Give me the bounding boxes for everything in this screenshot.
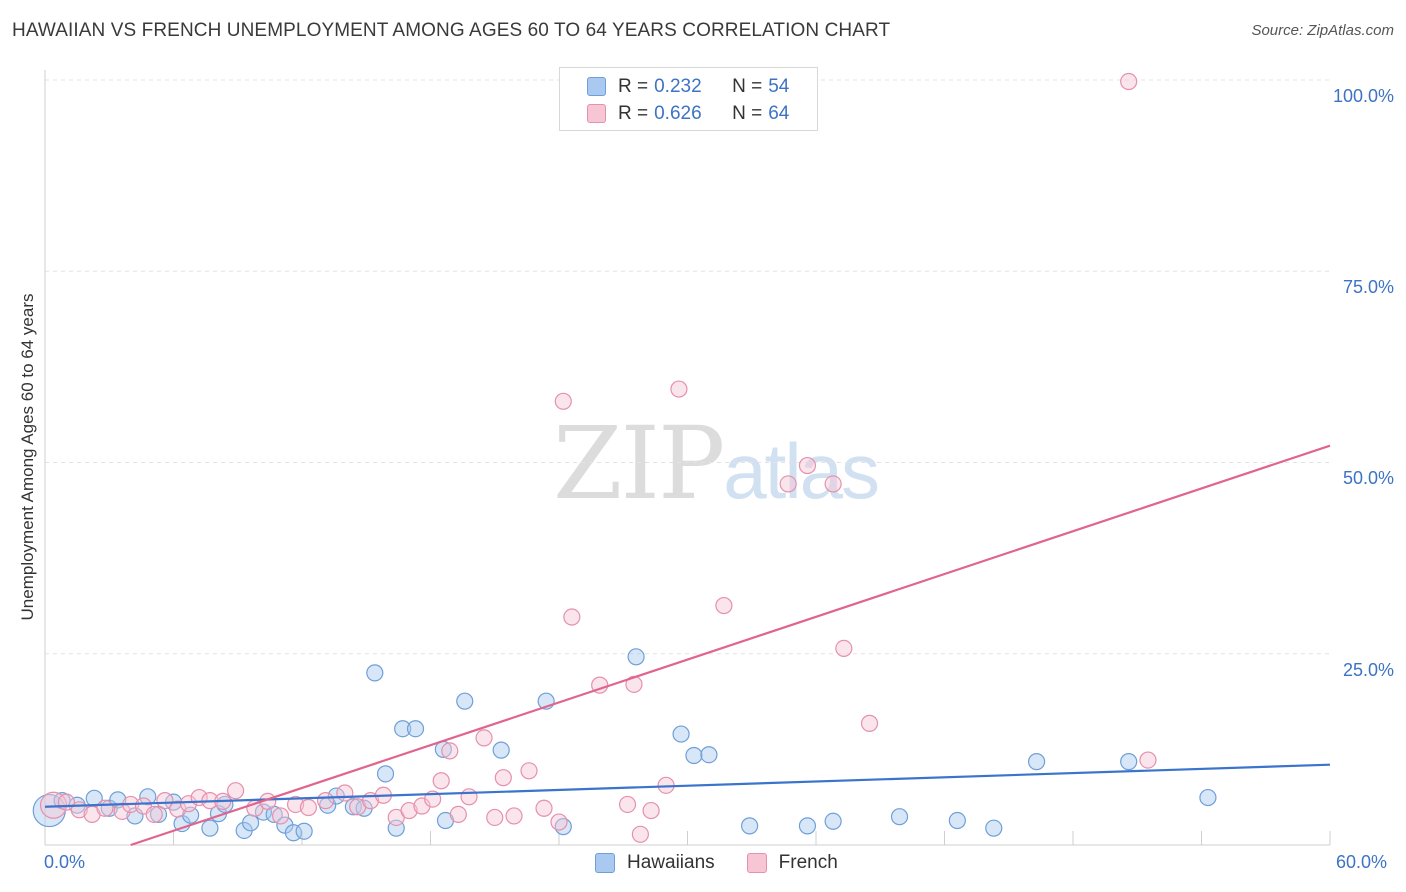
- hawaiians-legend-label: Hawaiians: [627, 852, 715, 873]
- french-point: [475, 729, 493, 747]
- french-point: [227, 782, 245, 800]
- legend-row-french: R = 0.626 N = 64: [560, 100, 789, 127]
- hawaiians-point: [406, 720, 425, 738]
- french-point: [145, 805, 163, 824]
- hawaiians-point: [798, 817, 817, 835]
- french-point: [271, 807, 290, 825]
- hawaiians-point: [139, 788, 157, 806]
- y-tick-50: 50.0%: [1342, 468, 1394, 488]
- french-point: [824, 475, 842, 493]
- french-point: [432, 772, 450, 790]
- series-legend: Hawaiians French: [595, 852, 870, 874]
- french-point: [494, 769, 512, 787]
- french-point: [1120, 72, 1138, 91]
- watermark-zip: ZIP: [553, 405, 725, 522]
- french-point: [860, 714, 879, 732]
- french-point: [563, 608, 581, 626]
- hawaiians-point: [627, 648, 645, 666]
- hawaiians-point: [741, 817, 759, 835]
- source-label: Source: ZipAtlas.com: [1251, 22, 1394, 39]
- chart-title: HAWAIIAN VS FRENCH UNEMPLOYMENT AMONG AG…: [12, 20, 891, 41]
- hawaiians-point: [685, 746, 703, 765]
- french-point: [505, 807, 523, 825]
- french-point: [336, 784, 354, 802]
- hawaiians-point: [149, 805, 168, 824]
- hawaiians-point: [824, 812, 842, 830]
- hawaiians-point: [1027, 753, 1046, 771]
- french-point: [798, 456, 817, 475]
- r-value: 0.626: [654, 102, 702, 124]
- french-point: [520, 762, 538, 780]
- french-point: [316, 792, 335, 810]
- hawaiians-point: [672, 725, 690, 743]
- hawaiians-point: [242, 814, 260, 832]
- french-point: [535, 799, 553, 817]
- hawaiians-point: [254, 803, 273, 821]
- hawaiians-point: [492, 741, 510, 759]
- french-point: [156, 792, 174, 810]
- french-point: [96, 799, 114, 817]
- hawaiians-point: [376, 765, 395, 783]
- hawaiians-point: [295, 822, 313, 840]
- french-legend-swatch: [746, 853, 767, 873]
- french-point: [413, 797, 431, 815]
- french-point: [779, 475, 797, 493]
- hawaiians-point: [344, 798, 362, 816]
- french-point: [179, 795, 198, 813]
- hawaiians-swatch: [587, 77, 606, 96]
- french-swatch: [587, 104, 606, 123]
- hawaiians-legend-swatch: [595, 853, 615, 873]
- y-tick-100: 100.0%: [1332, 86, 1394, 106]
- french-point: [670, 380, 688, 398]
- french-point: [460, 788, 478, 806]
- y-tick-75: 75.0%: [1342, 277, 1394, 297]
- n-label: N =: [732, 102, 763, 124]
- hawaiians-point: [201, 819, 219, 837]
- hawaiians-point: [890, 808, 909, 826]
- hawaiians-point: [948, 811, 966, 830]
- correlation-legend: R = 0.232 N = 54 R = 0.626 N = 64: [559, 67, 818, 131]
- r-label: R =: [618, 102, 649, 124]
- x-tick-60: 60.0%: [1336, 852, 1388, 872]
- hawaiians-trendline: [44, 763, 1331, 808]
- x-tick-0: 0.0%: [44, 852, 86, 872]
- french-point: [400, 801, 418, 820]
- watermark: ZIPatlas: [553, 405, 880, 522]
- french-trendline: [130, 444, 1331, 847]
- french-point: [441, 742, 459, 760]
- r-label: R =: [618, 75, 649, 97]
- n-label: N =: [732, 75, 763, 97]
- hawaiians-point: [1199, 788, 1217, 807]
- r-value: 0.232: [654, 75, 702, 97]
- hawaiians-point: [394, 720, 412, 738]
- french-legend-label: French: [778, 852, 838, 873]
- hawaiians-point: [1120, 753, 1138, 771]
- french-point: [642, 801, 660, 820]
- french-point: [631, 825, 649, 843]
- french-point: [715, 596, 733, 615]
- french-point: [618, 795, 637, 814]
- french-point: [554, 392, 572, 410]
- french-point: [550, 813, 568, 831]
- french-point: [1139, 751, 1157, 769]
- n-value: 54: [768, 75, 790, 97]
- hawaiians-point: [456, 692, 474, 710]
- y-axis-label: Unemployment Among Ages 60 to 64 years: [18, 293, 37, 621]
- y-tick-25: 25.0%: [1342, 660, 1394, 680]
- french-point: [449, 805, 467, 824]
- french-point: [169, 800, 187, 818]
- french-point: [486, 808, 504, 827]
- legend-row-hawaiians: R = 0.232 N = 54: [560, 73, 789, 100]
- hawaiians-point: [366, 664, 384, 682]
- hawaiians-point: [985, 819, 1003, 837]
- french-point: [835, 639, 853, 657]
- legend-item-hawaiians[interactable]: Hawaiians: [595, 852, 715, 874]
- n-value: 64: [768, 102, 790, 124]
- french-point: [299, 798, 318, 817]
- french-point: [286, 795, 305, 814]
- hawaiians-point: [284, 824, 303, 842]
- legend-item-french[interactable]: French: [746, 852, 838, 874]
- hawaiians-point: [700, 746, 718, 764]
